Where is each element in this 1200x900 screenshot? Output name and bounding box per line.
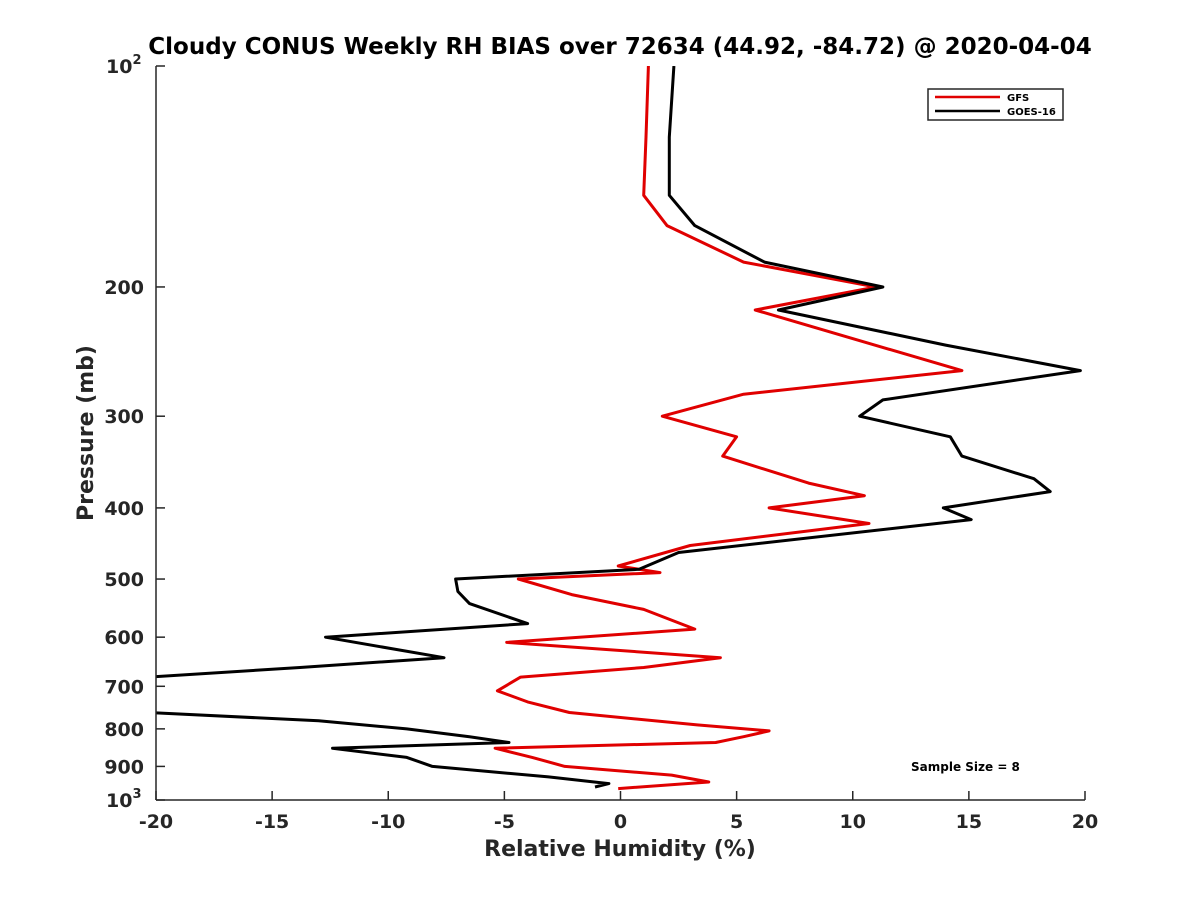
series-layer — [156, 66, 1082, 791]
y-tick-label: 600 — [104, 627, 144, 649]
x-tick-label: 0 — [614, 811, 627, 833]
x-tick-label: -15 — [255, 811, 289, 833]
y-tick-label: 500 — [104, 569, 144, 591]
y-tick-label: 700 — [104, 676, 144, 698]
x-tick-label: 5 — [730, 811, 743, 833]
y-tick-label: 200 — [104, 277, 144, 299]
chart-title: Cloudy CONUS Weekly RH BIAS over 72634 (… — [148, 34, 1091, 60]
x-tick-label: -5 — [494, 811, 515, 833]
x-ticks: -20 -15 -10 -5 0 5 10 15 20 — [139, 791, 1098, 833]
y-tick-label: 300 — [104, 406, 144, 428]
plot-frame — [156, 66, 1085, 801]
y-tick-label: 102 — [106, 53, 142, 78]
legend-label-goes16: GOES-16 — [1007, 107, 1056, 118]
legend-box — [927, 88, 1064, 121]
x-tick-label: 15 — [956, 811, 982, 833]
y-tick-label: 900 — [104, 756, 144, 778]
series-line-gfs — [493, 66, 964, 791]
x-tick-label: -20 — [139, 811, 173, 833]
y-axis-label: Pressure (mb) — [74, 345, 99, 521]
legend: GFS GOES-16 — [927, 88, 1064, 121]
legend-label-gfs: GFS — [1007, 93, 1029, 104]
y-tick-label: 800 — [104, 719, 144, 741]
y-ticks: 102 200 300 400 500 600 700 800 900 103 — [104, 53, 165, 812]
x-axis-label: Relative Humidity (%) — [484, 837, 756, 862]
y-tick-label: 400 — [104, 498, 144, 520]
sample-size-note: Sample Size = 8 — [911, 760, 1020, 774]
y-tick-label: 103 — [106, 787, 142, 812]
x-tick-label: -10 — [371, 811, 405, 833]
x-tick-label: 20 — [1072, 811, 1098, 833]
x-tick-label: 10 — [840, 811, 866, 833]
series-line-goes16 — [156, 66, 1082, 789]
plot-area: -20 -15 -10 -5 0 5 10 15 20 102 200 300 400 500 600 70… — [104, 53, 1098, 833]
